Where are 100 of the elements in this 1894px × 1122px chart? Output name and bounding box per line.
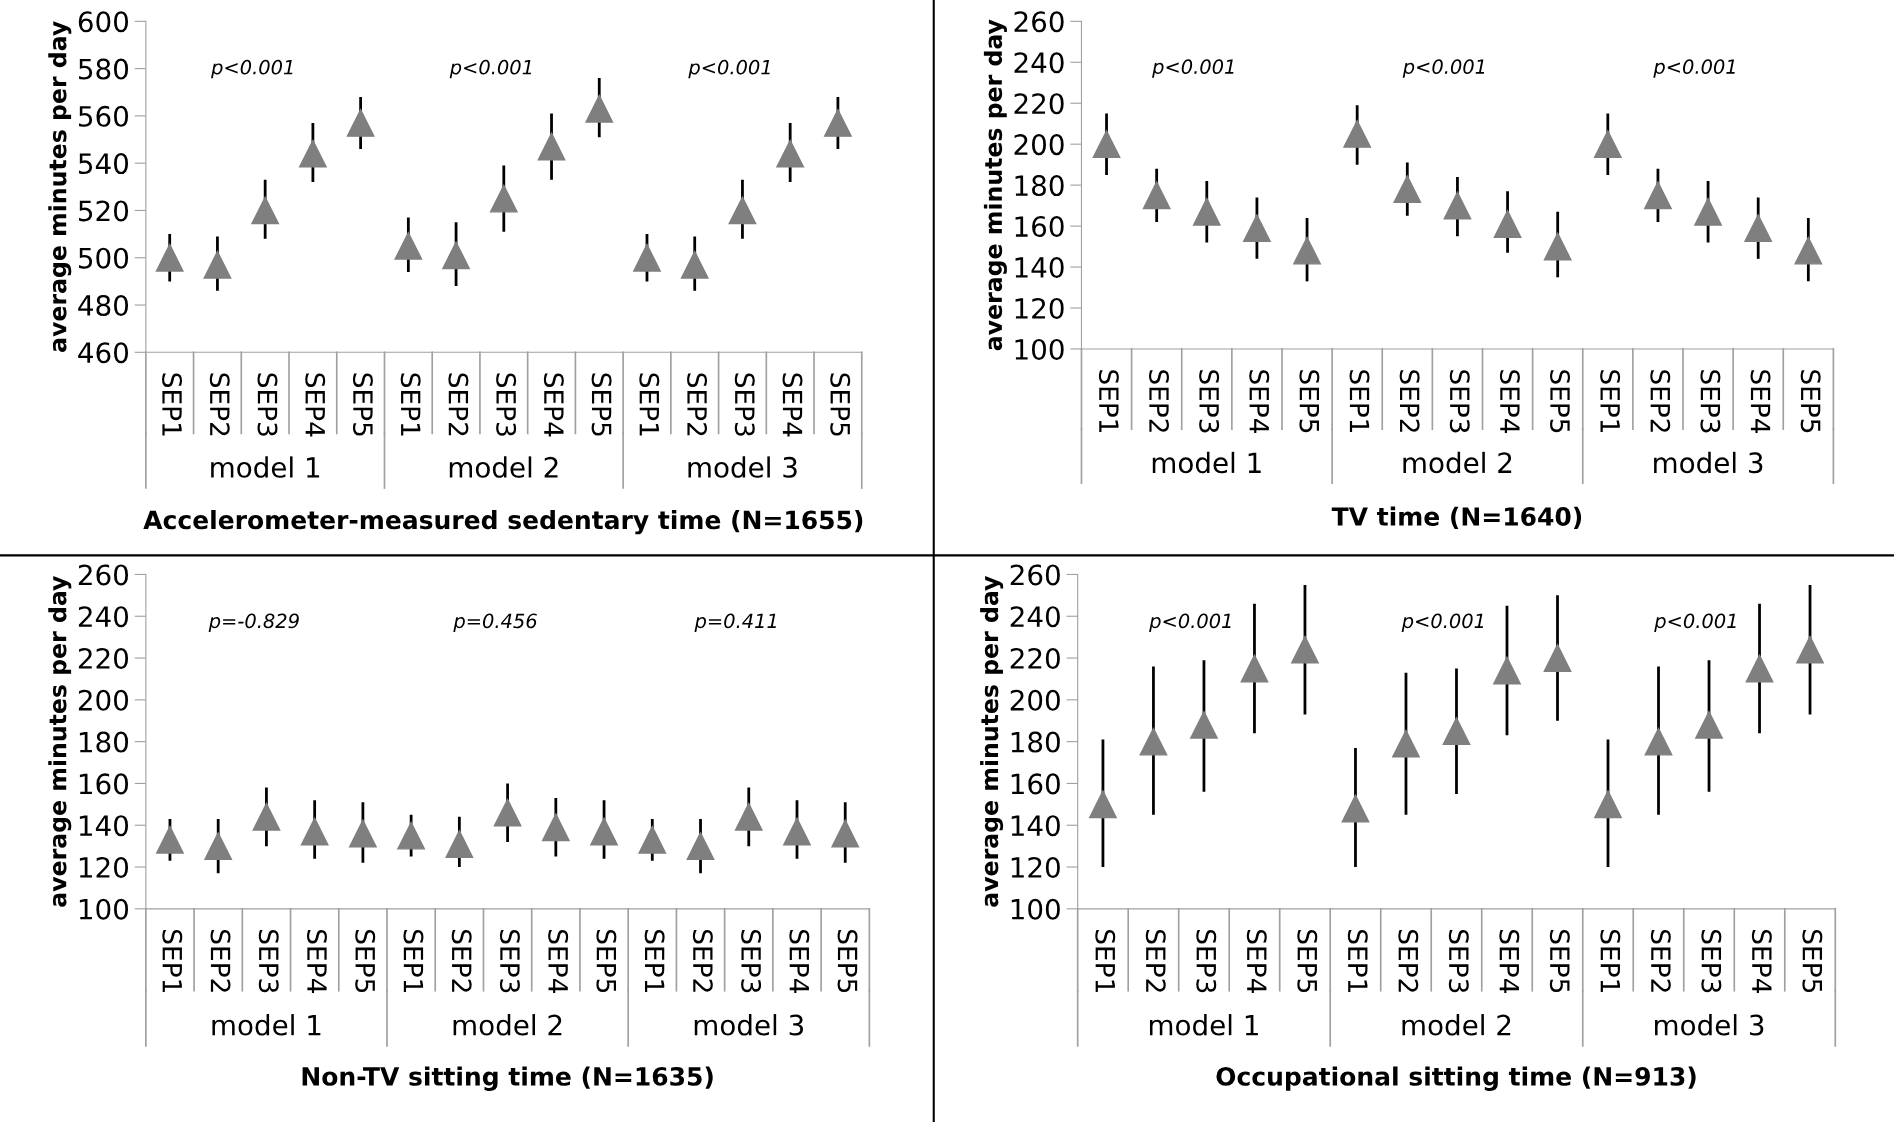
y-tick-label: 600 — [78, 11, 129, 33]
y-tick-label: 120 — [79, 856, 129, 878]
y-tick-label: 140 — [1015, 256, 1064, 278]
y-tick-label: 520 — [78, 200, 129, 222]
x-tick-label: SEP2 — [1398, 930, 1419, 992]
y-tick-label: 120 — [1011, 856, 1060, 878]
x-tick-label: SEP5 — [352, 373, 373, 436]
y-tick-label: 200 — [78, 689, 129, 711]
y-tick-label: 560 — [78, 105, 129, 127]
y-tick-label: 260 — [1014, 11, 1064, 33]
y-tick-label: 100 — [79, 898, 129, 920]
y-tick-label: 480 — [78, 294, 129, 316]
x-tick-label: SEP1 — [400, 373, 421, 436]
x-tick-label: SEP3 — [499, 930, 520, 993]
y-axis-title: average minutes per day — [48, 21, 72, 352]
y-tick-label: 240 — [1010, 606, 1060, 628]
y-tick-label: 120 — [1015, 297, 1064, 319]
x-tick-label: SEP1 — [1095, 930, 1116, 992]
y-tick-label: 220 — [1010, 647, 1060, 669]
x-tick-label: SEP1 — [1600, 930, 1621, 992]
x-tick-label: SEP3 — [258, 930, 279, 993]
x-tick-label: SEP4 — [1751, 930, 1772, 993]
annotation: p=0.411 — [694, 613, 776, 632]
y-tick-label: 160 — [1011, 773, 1060, 795]
text: model 1 — [211, 456, 320, 478]
annotation: p<0.001 — [688, 59, 770, 79]
x-tick-label: SEP5 — [355, 930, 376, 993]
x-tick-label: SEP4 — [307, 930, 327, 993]
x-tick-label: SEP4 — [1249, 370, 1270, 434]
annotation: p<0.001 — [449, 59, 532, 79]
annotation: p<0.001 — [1654, 613, 1736, 632]
y-axis-title: average minutes per day — [983, 19, 1007, 351]
annotation: p=-0.829 — [208, 613, 299, 632]
text: Occupational sitting time (N=913) — [1216, 1066, 1696, 1091]
x-tick-label: SEP4 — [305, 373, 326, 437]
x-tick-label: SEP3 — [741, 930, 762, 993]
y-tick-label: 100 — [1011, 898, 1060, 920]
x-tick-label: SEP5 — [1297, 930, 1318, 993]
x-tick-label: SEP3 — [1700, 370, 1721, 433]
y-tick-label: 460 — [78, 342, 129, 364]
x-tick-label: SEP4 — [1246, 930, 1267, 993]
x-tick-label: SEP4 — [1499, 930, 1520, 993]
y-tick-label: 240 — [78, 606, 129, 628]
text: model 3 — [1654, 451, 1763, 474]
x-tick-label: SEP4 — [789, 930, 810, 993]
y-tick-label: 200 — [1014, 134, 1064, 156]
x-tick-label: SEP1 — [644, 930, 665, 992]
x-tick-label: SEP3 — [1199, 370, 1220, 433]
text: model 2 — [1403, 451, 1512, 474]
y-axis-title: average minutes per day — [48, 575, 72, 907]
x-tick-label: SEP1 — [1349, 370, 1370, 433]
x-tick-label: SEP3 — [1449, 370, 1470, 433]
y-tick-label: 260 — [78, 564, 129, 586]
text: model 2 — [453, 1014, 562, 1036]
text: model 1 — [212, 1014, 321, 1036]
annotation: p<0.001 — [1401, 613, 1484, 632]
text: model 2 — [449, 456, 558, 478]
text: model 3 — [694, 1014, 804, 1036]
x-tick-label: SEP3 — [734, 373, 755, 436]
y-tick-label: 140 — [1011, 815, 1060, 837]
x-tick-label: SEP2 — [692, 930, 713, 992]
annotation: p<0.001 — [1152, 59, 1234, 78]
x-tick-label: SEP5 — [596, 930, 617, 993]
annotation: p<0.001 — [211, 59, 293, 79]
text: model 2 — [1402, 1014, 1511, 1036]
y-tick-label: 140 — [79, 815, 129, 837]
y-tick-label: 580 — [78, 58, 129, 80]
y-tick-label: 240 — [1014, 52, 1064, 74]
x-tick-label: SEP1 — [403, 930, 424, 992]
x-tick-label: SEP1 — [639, 373, 660, 436]
annotation: p<0.001 — [1653, 59, 1735, 78]
text: Accelerometer-measured sedentary time (N=1655) — [143, 509, 863, 535]
y-tick-label: 160 — [79, 773, 129, 795]
y-tick-label: 500 — [78, 247, 129, 269]
x-tick-label: SEP2 — [1650, 930, 1671, 992]
text: model 3 — [1655, 1014, 1764, 1036]
x-tick-label: SEP5 — [1800, 370, 1821, 433]
x-tick-label: SEP2 — [210, 930, 231, 992]
x-tick-label: SEP1 — [1347, 930, 1368, 992]
x-tick-label: SEP2 — [451, 930, 472, 992]
text: Non-TV sitting time (N=1635) — [302, 1066, 713, 1091]
y-tick-label: 220 — [1014, 93, 1064, 115]
x-tick-label: SEP4 — [543, 373, 564, 437]
text: TV time (N=1640) — [1331, 506, 1582, 529]
y-tick-label: 180 — [1015, 175, 1064, 197]
x-tick-label: SEP1 — [1098, 370, 1119, 433]
x-tick-label: SEP4 — [1750, 370, 1771, 434]
x-tick-label: SEP2 — [687, 373, 708, 436]
annotation: p=0.456 — [453, 613, 537, 632]
y-tick-label: 180 — [1011, 731, 1060, 753]
x-tick-label: SEP3 — [1196, 930, 1217, 993]
x-tick-label: SEP1 — [1600, 370, 1621, 433]
x-tick-label: SEP1 — [162, 373, 183, 436]
x-tick-label: SEP2 — [1650, 370, 1671, 432]
y-tick-label: 200 — [1010, 689, 1060, 711]
x-tick-label: SEP5 — [591, 373, 612, 436]
x-tick-label: SEP2 — [1399, 370, 1420, 432]
text: model 3 — [688, 456, 797, 478]
text: model 1 — [1152, 451, 1261, 474]
x-tick-label: SEP2 — [209, 373, 230, 436]
